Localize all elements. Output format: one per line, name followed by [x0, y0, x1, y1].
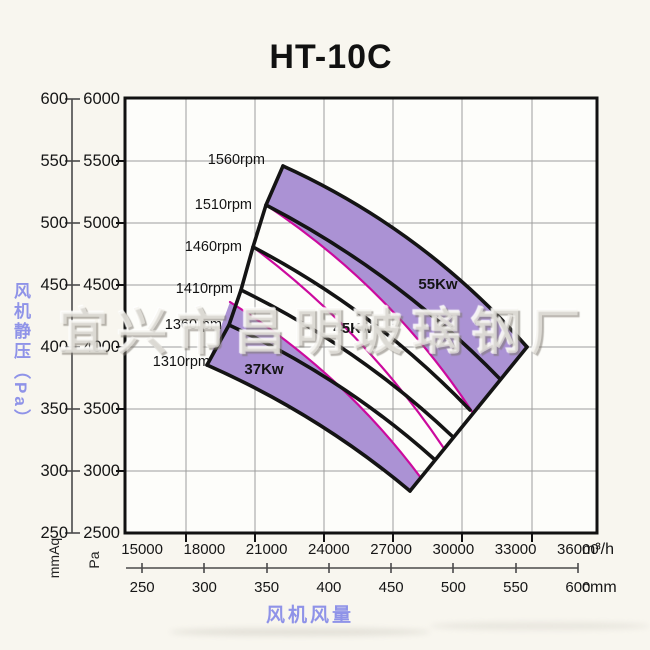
- pa-tick: 4500: [83, 275, 120, 294]
- mmaq-tick: 350: [40, 399, 68, 418]
- page-title: HT-10C: [269, 38, 393, 76]
- m3h-axis-ticks: [185, 533, 533, 542]
- label-1310rpm: 1310rpm: [152, 354, 210, 370]
- mmaq-tick: 250: [40, 523, 68, 542]
- rpm-curves: [205, 164, 529, 493]
- cmm-tick: 350: [254, 578, 280, 596]
- mmaq-axis: [65, 98, 80, 534]
- power-line-45kw: [251, 245, 445, 449]
- curve-1410rpm: [239, 288, 454, 438]
- pa-tick: 5500: [83, 151, 120, 170]
- mmaq-tick: 600: [40, 89, 68, 108]
- pa-tick: 6000: [83, 89, 120, 108]
- mmaq-tick: 500: [40, 213, 68, 232]
- cmm-tick: 300: [191, 578, 217, 596]
- mmaq-tick: 550: [40, 151, 68, 170]
- surge-line: [205, 164, 285, 367]
- cmm-axis: [126, 563, 579, 573]
- band-37kw: [207, 302, 421, 491]
- x-axis-title: 风机风量: [265, 605, 354, 626]
- power-line-55kw: [264, 203, 475, 415]
- label-55kw: 55Kw: [418, 276, 458, 293]
- cmm-unit-label: cmm: [582, 579, 617, 596]
- label-1460rpm: 1460rpm: [184, 239, 242, 255]
- x-axis-cmm-labels: 250 300 350 400 450 500 550 600: [111, 578, 609, 596]
- mmaq-tick: 450: [40, 275, 68, 294]
- pa-tick: 5000: [83, 213, 120, 232]
- curve-1510rpm: [264, 203, 502, 381]
- pa-tick: 2500: [83, 523, 120, 542]
- m3h-tick: 27000: [370, 540, 412, 558]
- m3h-unit-label: m³/h: [582, 541, 614, 558]
- cmm-tick: 250: [129, 578, 155, 596]
- y-axis-mmaq-labels: 600 550 500 450 400 350 300 250: [14, 68, 68, 564]
- scan-smudge: [170, 628, 430, 636]
- pa-tick: 3000: [83, 461, 120, 480]
- cmm-tick: 400: [316, 578, 342, 596]
- cmm-tick: 450: [378, 578, 404, 596]
- pa-unit-label: Pa: [86, 551, 102, 569]
- curve-1360rpm: [227, 323, 436, 461]
- label-1360rpm: 1360rpm: [164, 317, 222, 333]
- m3h-tick: 33000: [494, 540, 537, 558]
- pa-tick: 4000: [83, 337, 120, 356]
- m3h-tick: 15000: [121, 540, 163, 558]
- m3h-tick: 30000: [432, 540, 475, 558]
- m3h-tick: 21000: [245, 540, 288, 558]
- x-axis-m3h-labels: 15000 18000 21000 24000 27000 30000 3300…: [111, 540, 609, 558]
- y-axis-pa-labels: 6000 5500 5000 4500 4000 3500 3000 2500: [74, 68, 120, 564]
- mmaq-tick: 400: [40, 337, 68, 356]
- curve-1460rpm: [251, 245, 472, 412]
- max-flow-line: [408, 345, 529, 493]
- curve-1560rpm: [281, 164, 529, 349]
- label-1510rpm: 1510rpm: [194, 197, 252, 213]
- m3h-tick: 36000: [557, 540, 599, 558]
- scan-smudge: [430, 622, 650, 630]
- plot-border: [123, 96, 599, 535]
- mmaq-unit-label: mmAq: [46, 537, 62, 579]
- label-1410rpm: 1410rpm: [175, 281, 233, 297]
- cmm-tick: 550: [503, 578, 529, 596]
- curve-1310rpm: [205, 363, 412, 493]
- pa-axis-ticks: [116, 160, 125, 472]
- y-axis-title: 风机静压（Pa）: [11, 282, 30, 429]
- pa-tick: 3500: [83, 399, 120, 418]
- cmm-tick: 600: [565, 578, 591, 596]
- label-45kw: 45Kw: [333, 320, 373, 337]
- label-1560rpm: 1560rpm: [207, 152, 265, 168]
- label-37kw: 37Kw: [244, 361, 284, 378]
- mmaq-tick: 300: [40, 461, 68, 480]
- cmm-tick: 500: [440, 578, 466, 596]
- m3h-tick: 24000: [308, 540, 350, 558]
- m3h-tick: 18000: [183, 540, 226, 558]
